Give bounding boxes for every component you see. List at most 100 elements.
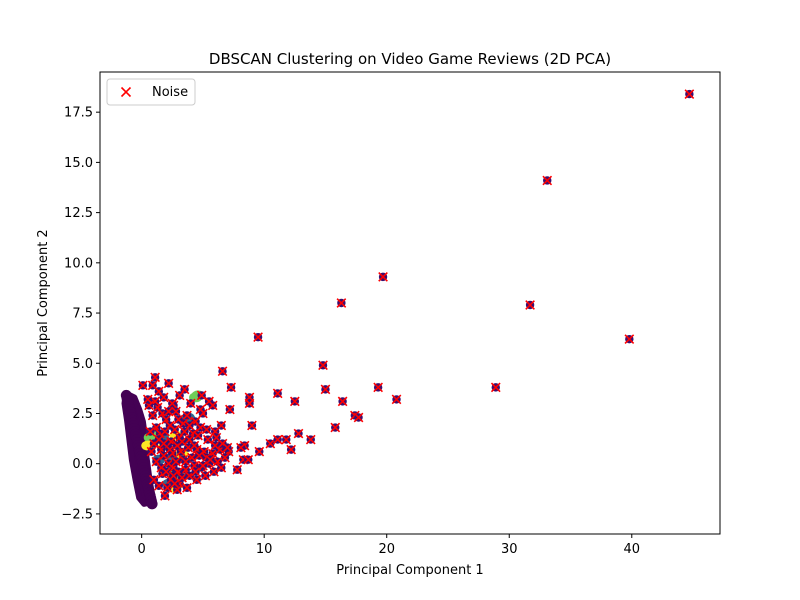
noise-point xyxy=(272,388,283,399)
noise-point xyxy=(217,366,228,377)
noise-x-stroke xyxy=(244,398,255,409)
noise-x-stroke xyxy=(525,300,535,310)
noise-point xyxy=(160,490,170,501)
noise-x-stroke xyxy=(272,434,283,445)
noise-x-stroke xyxy=(163,378,174,389)
noise-x-stroke xyxy=(153,434,164,445)
noise-point xyxy=(202,434,213,445)
noise-x-stroke xyxy=(184,434,195,445)
noise-point xyxy=(182,410,192,421)
noise-x-stroke xyxy=(212,456,223,467)
noise-x-stroke xyxy=(373,382,384,393)
noise-x-stroke xyxy=(160,426,170,437)
noise-x-stroke xyxy=(180,456,191,467)
noise-x-stroke xyxy=(138,380,148,391)
noise-point xyxy=(177,472,187,483)
noise-x-stroke xyxy=(542,175,553,186)
noise-x-stroke xyxy=(210,440,221,451)
noise-x-stroke xyxy=(191,444,202,455)
y-axis-title: Principal Component 2 xyxy=(36,229,51,376)
noise-point xyxy=(220,452,230,463)
noise-x-stroke xyxy=(286,444,297,455)
noise-x-stroke xyxy=(305,434,316,445)
noise-x-stroke xyxy=(265,438,276,449)
noise-x-stroke xyxy=(391,394,402,405)
noise-point xyxy=(185,398,196,409)
noise-point xyxy=(265,438,276,449)
noise-point xyxy=(254,446,265,457)
noise-point xyxy=(226,382,236,393)
y-axis: −2.5 0.0 2.5 5.0 7.5 10.0 12.5 15.0 17.5 xyxy=(61,106,100,522)
noise-x-stroke xyxy=(173,414,184,425)
noise-x-stroke xyxy=(169,424,180,435)
noise-point xyxy=(147,410,158,421)
noise-x-stroke xyxy=(191,474,202,485)
y-tick-label: 15.0 xyxy=(64,156,93,171)
noise-point xyxy=(236,442,246,453)
noise-x-stroke xyxy=(205,454,216,465)
noise-x-stroke xyxy=(177,436,187,447)
noise-x-stroke xyxy=(163,458,174,469)
noise-point xyxy=(391,394,402,405)
noise-x-stroke xyxy=(150,372,161,383)
noise-point xyxy=(542,175,553,186)
noise-point xyxy=(138,380,148,391)
noise-x-stroke xyxy=(163,406,174,417)
noise-point xyxy=(164,444,175,455)
noise-x-stroke xyxy=(152,402,163,413)
noise-x-stroke xyxy=(490,382,501,393)
noise-point xyxy=(243,454,254,465)
noise-x-stroke xyxy=(147,410,158,421)
noise-x-stroke xyxy=(145,426,156,437)
noise-x-stroke xyxy=(225,404,235,415)
noise-x-stroke xyxy=(151,456,162,467)
noise-x-stroke xyxy=(336,298,347,308)
noise-x-stroke xyxy=(196,390,207,401)
noise-x-stroke xyxy=(147,380,158,391)
noise-x-stroke xyxy=(171,456,181,467)
x-axis-title: Principal Component 1 xyxy=(336,563,483,578)
noise-x-stroke xyxy=(162,482,173,493)
noise-x-stroke xyxy=(169,478,180,489)
noise-point xyxy=(205,454,216,465)
noise-point xyxy=(180,456,191,467)
noise-point xyxy=(330,422,341,433)
chart-title: DBSCAN Clustering on Video Game Reviews … xyxy=(209,50,611,68)
noise-point xyxy=(378,272,388,282)
noise-x-stroke xyxy=(185,398,196,409)
x-tick-label: 40 xyxy=(624,542,641,557)
noise-point xyxy=(525,300,535,310)
noise-point xyxy=(191,474,202,485)
noise-x-stroke xyxy=(177,472,187,483)
noise-point xyxy=(189,440,200,451)
y-tick-label: 7.5 xyxy=(72,307,93,322)
noise-point xyxy=(168,470,179,481)
noise-point xyxy=(163,378,174,389)
noise-x-stroke xyxy=(156,462,167,473)
noise-x-stroke xyxy=(293,428,304,439)
noise-x-stroke xyxy=(146,446,157,457)
noise-point xyxy=(373,382,384,393)
noise-x-stroke xyxy=(243,454,254,465)
noise-point xyxy=(150,372,161,383)
noise-point xyxy=(158,392,169,403)
noise-point xyxy=(160,426,170,437)
noise-x-stroke xyxy=(172,484,183,495)
noise-x-stroke xyxy=(168,470,179,481)
noise-x-stroke xyxy=(198,460,208,471)
noise-point xyxy=(353,412,364,423)
noise-point xyxy=(225,404,235,415)
noise-point xyxy=(171,456,181,467)
noise-point xyxy=(216,462,227,473)
noise-point xyxy=(177,436,187,447)
y-tick-label: 10.0 xyxy=(64,256,93,271)
noise-x-stroke xyxy=(194,450,205,461)
noise-point xyxy=(198,460,208,471)
noise-x-stroke xyxy=(353,412,364,423)
y-tick-label: −2.5 xyxy=(61,507,93,522)
noise-x-stroke xyxy=(232,464,243,475)
noise-x-stroke xyxy=(217,438,228,449)
legend: Noise xyxy=(106,78,196,106)
noise-point xyxy=(222,442,233,453)
noise-point xyxy=(286,444,297,455)
